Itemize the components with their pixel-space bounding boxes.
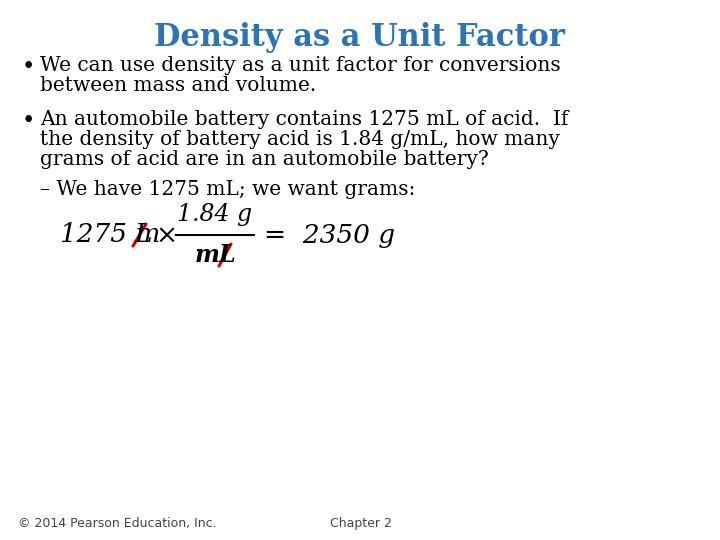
Text: We can use density as a unit factor for conversions: We can use density as a unit factor for … [40,56,561,75]
Text: •: • [22,56,35,78]
Text: ×: × [155,222,177,247]
Text: between mass and volume.: between mass and volume. [40,76,316,95]
Text: Density as a Unit Factor: Density as a Unit Factor [155,22,565,53]
Text: mL: mL [194,243,236,267]
Text: the density of battery acid is 1.84 g/mL, how many: the density of battery acid is 1.84 g/mL… [40,130,560,149]
Text: 1.84 g: 1.84 g [177,204,253,226]
Text: An automobile battery contains 1275 mL of acid.  If: An automobile battery contains 1275 mL o… [40,110,568,129]
Text: Chapter 2: Chapter 2 [330,517,392,530]
Text: – We have 1275 mL; we want grams:: – We have 1275 mL; we want grams: [40,180,415,199]
Text: •: • [22,110,35,132]
Text: 1275 m: 1275 m [60,222,161,247]
Text: © 2014 Pearson Education, Inc.: © 2014 Pearson Education, Inc. [18,517,217,530]
Text: =  2350 g: = 2350 g [264,222,395,247]
Text: grams of acid are in an automobile battery?: grams of acid are in an automobile batte… [40,150,489,169]
Text: L: L [134,222,151,247]
